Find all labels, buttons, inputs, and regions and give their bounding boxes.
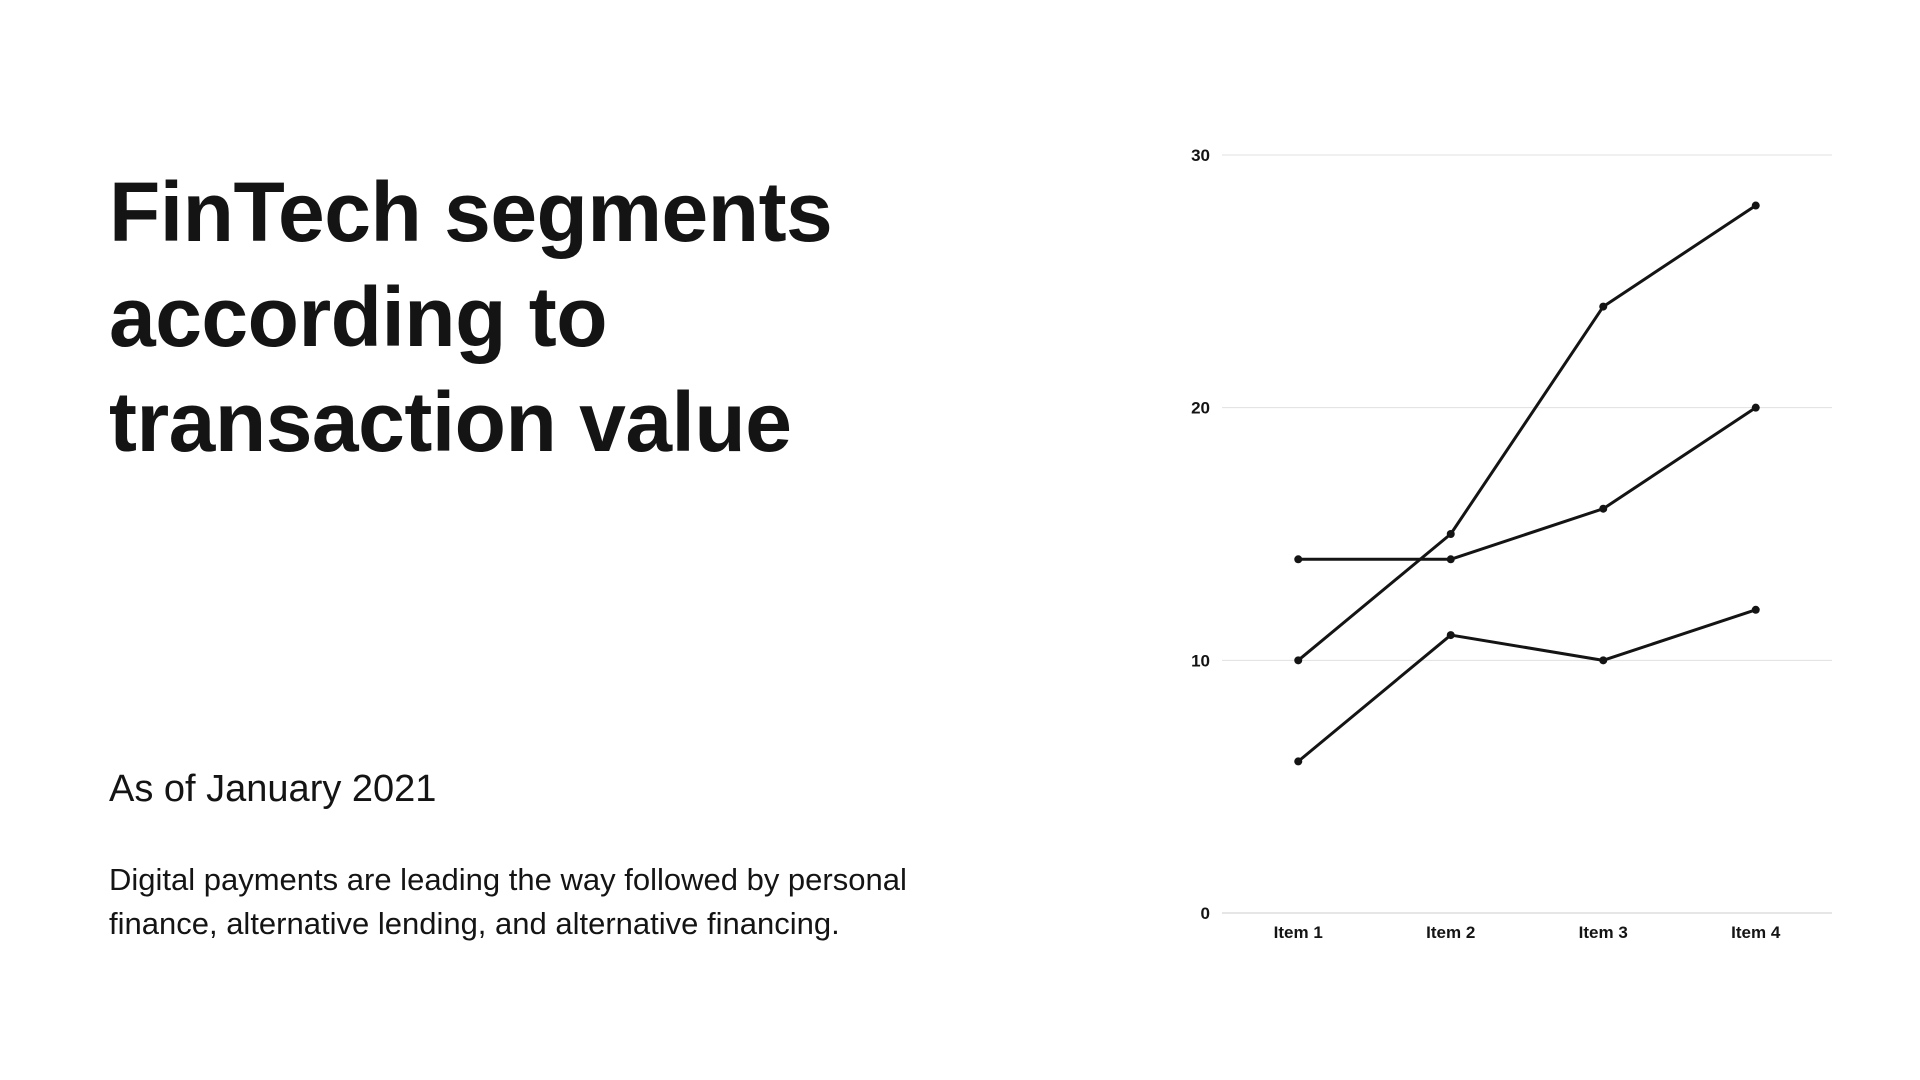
series-1-point [1446,530,1455,538]
x-tick-label: Item 2 [1426,923,1475,942]
y-tick-label: 30 [1191,146,1210,165]
series-2-point [1599,504,1608,513]
y-tick-label: 0 [1201,904,1210,923]
slide-body-text: Digital payments are leading the way fol… [109,862,907,941]
series-1-point [1294,656,1303,665]
x-tick-label: Item 4 [1731,923,1781,942]
x-tick-label: Item 3 [1579,923,1628,942]
series-1-line [1296,204,1758,662]
series-2-point [1751,403,1760,412]
series-3-point [1446,631,1455,640]
y-tick-label: 20 [1191,399,1210,418]
series-2-point [1294,555,1303,564]
slide-title: FinTech segments according to transactio… [109,165,833,469]
series-2-point [1446,555,1455,564]
series-3-point [1599,656,1608,665]
series-3-line [1296,608,1758,763]
y-tick-label: 10 [1191,651,1210,670]
x-tick-label: Item 1 [1274,923,1323,942]
line-chart: 0 10 20 30 Item 1 Item 2 Item 3 Item 4 [1160,130,1840,970]
series-3-point [1751,605,1760,614]
slide-subtitle: As of January 2021 [109,768,437,810]
series-3-point [1294,757,1303,766]
line-chart-svg: 0 10 20 30 Item 1 Item 2 Item 3 Item 4 [1191,146,1832,942]
series-2-line [1296,406,1758,561]
series-1-point [1751,201,1760,210]
series-1-point [1599,302,1608,311]
